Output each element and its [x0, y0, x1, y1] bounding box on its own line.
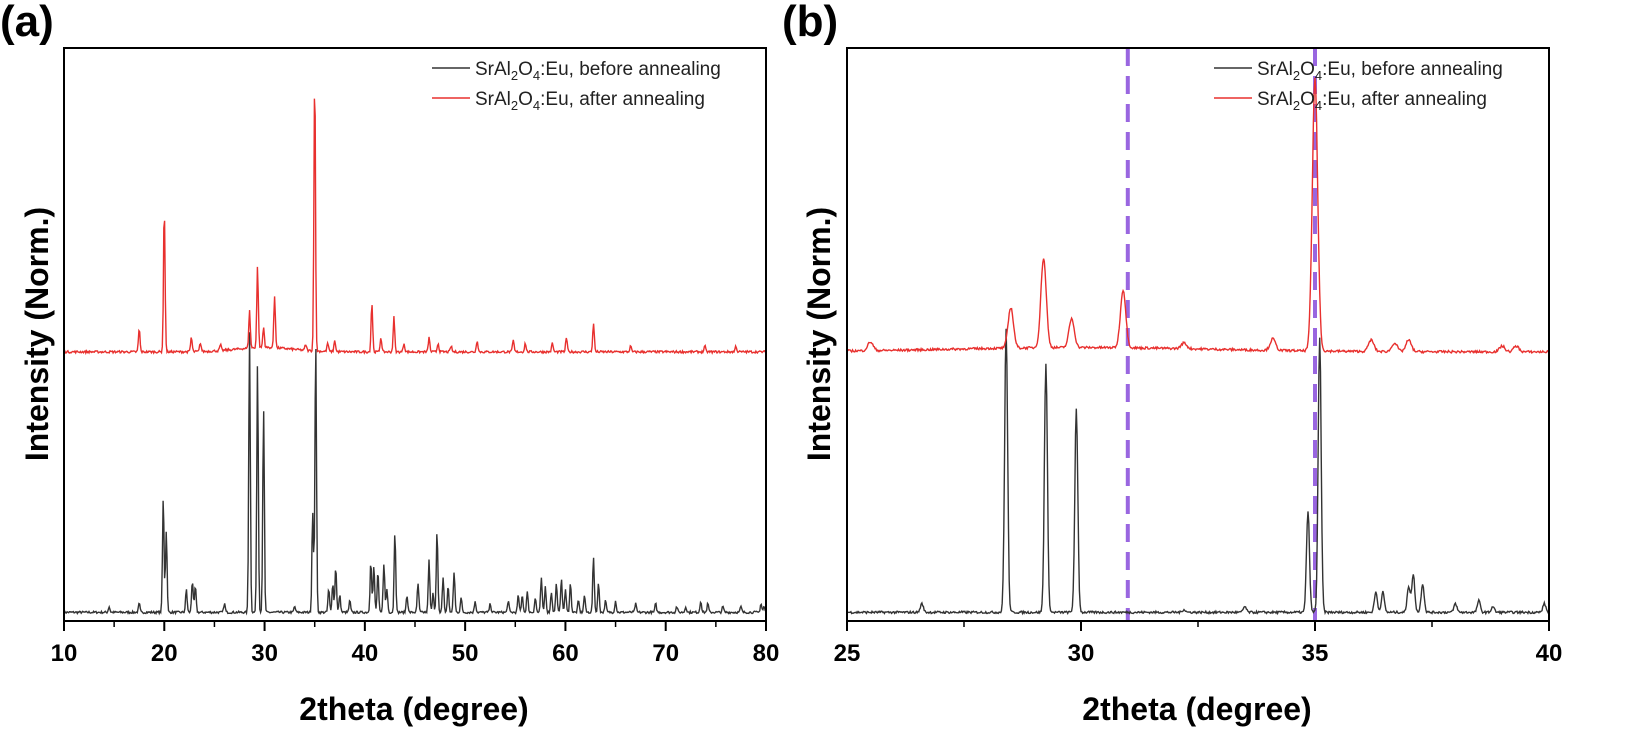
panel-a-x-tick-label: 60 [552, 640, 579, 667]
panel-b: (b) Intensity (Norm.) 2theta (degree) 25… [782, 0, 1562, 727]
panel-a-x-tick-label: 70 [652, 640, 679, 667]
panel-a-legend: SrAl2O4:Eu, before annealing SrAl2O4:Eu,… [432, 59, 721, 113]
panel-b-reference-lines [1125, 48, 1317, 621]
panel-b-x-tick-label: 25 [834, 640, 861, 667]
panel-a-x-tick-label: 10 [51, 640, 78, 667]
panel-a-x-tick-label: 20 [151, 640, 178, 667]
panel-b-legend: SrAl2O4:Eu, before annealing SrAl2O4:Eu,… [1214, 59, 1503, 113]
panel-a-x-tick-label: 30 [251, 640, 278, 667]
panel-a-series-after-line [63, 98, 767, 356]
panel-a-legend-label-after: SrAl2O4:Eu, after annealing [475, 89, 705, 113]
panel-b-legend-label-after: SrAl2O4:Eu, after annealing [1257, 89, 1487, 113]
panel-a-x-tick-label: 80 [753, 640, 780, 667]
panel-b-series-after-line [846, 77, 1550, 355]
panel-a-x-tick-label: 50 [452, 640, 479, 667]
panel-b-y-axis-label: Intensity (Norm.) [801, 207, 837, 461]
panel-a-x-tick-label: 40 [352, 640, 379, 667]
panel-b-x-ticks: 25 30 35 40 [834, 621, 1563, 667]
panel-a-series-group [63, 98, 767, 616]
panel-b-x-tick-label: 35 [1302, 640, 1329, 667]
panel-a-series-before-line [63, 332, 767, 616]
panel-a-y-axis-label: Intensity (Norm.) [19, 207, 55, 461]
panel-b-x-tick-label: 40 [1536, 640, 1563, 667]
panel-b-plot-frame [846, 47, 1550, 622]
panel-a-x-ticks: 10 20 30 40 50 60 70 80 [51, 621, 780, 667]
panel-a-x-axis-label: 2theta (degree) [299, 691, 528, 727]
panel-b-x-axis-label: 2theta (degree) [1082, 691, 1311, 727]
panel-a: (a) Intensity (Norm.) 2theta (degree) 10… [0, 0, 779, 727]
panel-a-label: (a) [0, 0, 54, 46]
panel-a-plot-frame [63, 47, 767, 622]
panel-a-legend-label-before: SrAl2O4:Eu, before annealing [475, 59, 721, 83]
panel-b-label: (b) [782, 0, 838, 46]
panel-b-series-before-line [846, 328, 1550, 616]
panel-b-x-tick-label: 30 [1068, 640, 1095, 667]
panel-b-series-group [846, 77, 1550, 616]
panel-b-legend-label-before: SrAl2O4:Eu, before annealing [1257, 59, 1503, 83]
